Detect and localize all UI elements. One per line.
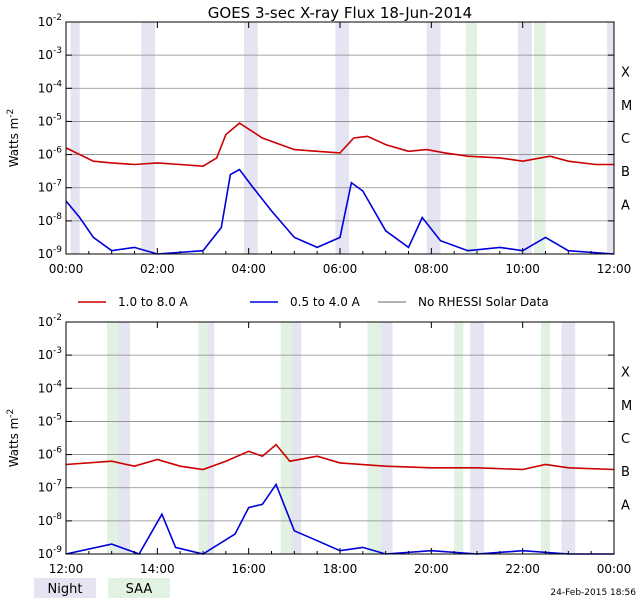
y-tick-label: 10-2	[38, 13, 62, 29]
x-tick-label: 02:00	[140, 262, 175, 276]
footer-timestamp: 24-Feb-2015 18:56	[550, 588, 636, 598]
x-tick-label: 20:00	[414, 562, 449, 576]
night-band	[470, 322, 484, 554]
y-tick-label: 10-6	[38, 146, 63, 162]
x-tick-label: 18:00	[323, 562, 358, 576]
x-tick-label: 22:00	[505, 562, 540, 576]
saa-band	[540, 322, 551, 554]
saa-band	[280, 322, 293, 554]
y-axis-label: Watts m-2	[6, 409, 21, 468]
y-tick-label: 10-6	[38, 446, 63, 462]
x-tick-label: 12:00	[597, 262, 632, 276]
plot-frame	[65, 321, 615, 555]
flare-class-label: A	[621, 498, 630, 513]
x-tick-label: 08:00	[414, 262, 449, 276]
x-tick-label: 16:00	[231, 562, 266, 576]
y-tick-label: 10-9	[38, 245, 63, 261]
x-tick-label: 00:00	[49, 262, 84, 276]
y-tick-label: 10-5	[38, 412, 62, 428]
flare-class-label: M	[621, 399, 632, 414]
y-tick-label: 10-4	[38, 379, 63, 395]
legend-label: 1.0 to 8.0 A	[118, 295, 189, 309]
panel-top: 10-9 10-8 10-7 10-6 10-5 10-4 10-3 10-2 A B C M X 00:…	[6, 13, 632, 276]
night-band	[116, 322, 130, 554]
night-band	[378, 322, 393, 554]
saa-band	[107, 322, 119, 554]
series-line-long	[65, 122, 614, 168]
chart-title: GOES 3-sec X-ray Flux 18-Jun-2014	[208, 4, 472, 22]
x-tick-label: 04:00	[231, 262, 266, 276]
y-tick-label: 10-3	[38, 46, 62, 62]
legend-shade-box	[108, 578, 170, 598]
y-tick-label: 10-5	[38, 112, 62, 128]
flare-class-label: C	[621, 432, 630, 447]
saa-band	[465, 22, 477, 254]
night-band	[607, 22, 614, 254]
flare-class-label: X	[621, 366, 630, 381]
y-tick-label: 10-7	[38, 179, 62, 195]
y-tick-label: 10-8	[38, 512, 63, 528]
legend-shade-box	[34, 578, 96, 598]
x-tick-label: 00:00	[597, 562, 632, 576]
series-line-short	[65, 482, 614, 555]
x-tick-label: 12:00	[49, 562, 84, 576]
y-tick-label: 10-3	[38, 346, 62, 362]
series-line-short	[65, 168, 615, 255]
legend-shade-label: SAA	[126, 582, 153, 597]
saa-band	[367, 322, 382, 554]
legend-label: No RHESSI Solar Data	[418, 295, 549, 309]
panel-bottom: 10-9 10-8 10-7 10-6 10-5 10-4 10-3 10-2 A B C M X 12:…	[6, 313, 632, 576]
flare-class-label: C	[621, 132, 630, 147]
saa-band	[454, 322, 464, 554]
night-band	[141, 22, 156, 254]
flare-class-label: A	[621, 198, 630, 213]
x-tick-label: 06:00	[323, 262, 358, 276]
series-legend: 1.0 to 8.0 A 0.5 to 4.0 A No RHESSI Solar …	[78, 295, 549, 309]
flare-class-label: X	[621, 66, 630, 81]
y-axis-label: Watts m-2	[6, 109, 21, 168]
legend-label: 0.5 to 4.0 A	[290, 295, 361, 309]
y-tick-label: 10-8	[38, 212, 63, 228]
flare-class-label: B	[621, 165, 630, 180]
night-band	[518, 22, 532, 254]
night-band	[561, 322, 576, 554]
night-band	[244, 22, 258, 254]
night-band	[335, 22, 350, 254]
series-line-long	[65, 443, 615, 471]
saa-band	[534, 22, 546, 254]
saa-band	[198, 322, 208, 554]
y-tick-label: 10-9	[38, 545, 63, 561]
night-band	[70, 22, 80, 254]
x-tick-label: 10:00	[505, 262, 540, 276]
y-tick-label: 10-2	[38, 313, 62, 329]
flare-class-label: M	[621, 99, 632, 114]
night-band	[426, 22, 441, 254]
flare-class-label: B	[621, 465, 630, 480]
legend-shade-label: Night	[48, 582, 83, 597]
y-tick-label: 10-4	[38, 79, 63, 95]
y-tick-label: 10-7	[38, 479, 62, 495]
shading-legend: Night SAA	[34, 578, 170, 598]
x-tick-label: 14:00	[140, 562, 175, 576]
